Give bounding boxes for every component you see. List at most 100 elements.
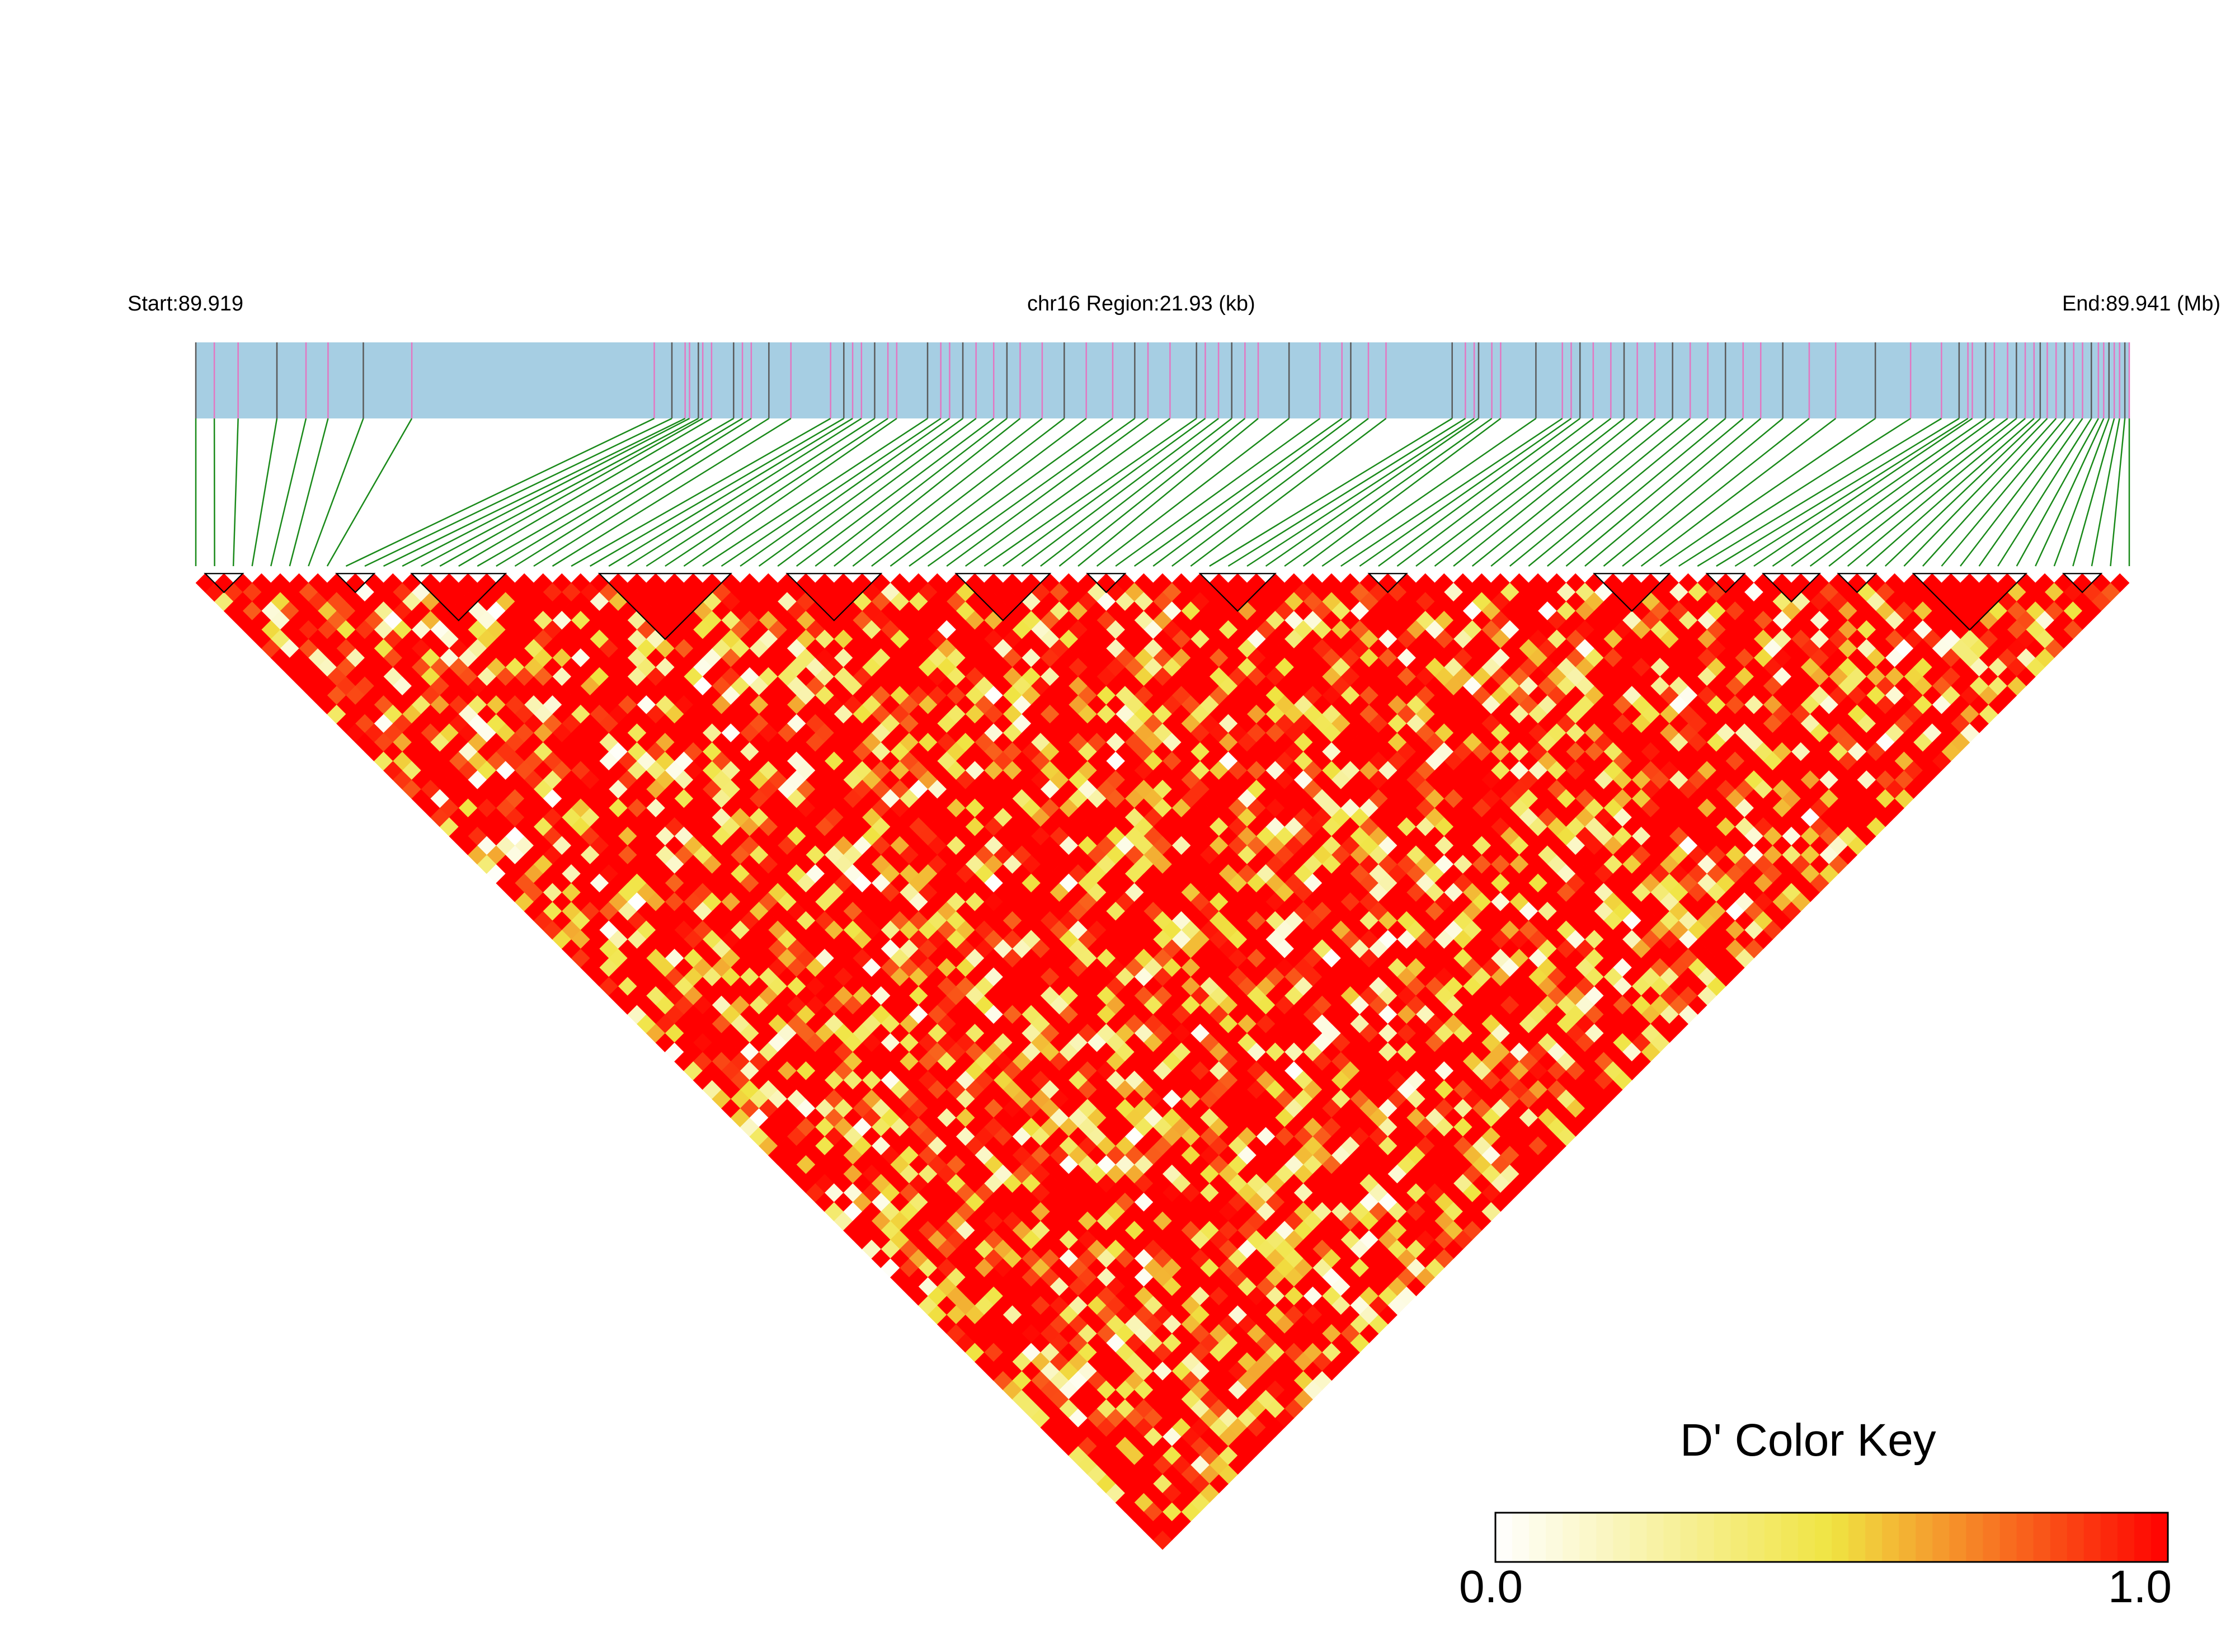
snp-connector [345,417,655,567]
snp-connector [834,418,1021,567]
snp-connector [1321,417,1537,567]
snp-connector [1622,418,1810,567]
snp-connector [1659,417,1876,567]
snp-connector [796,417,994,567]
snp-connector [1847,418,2026,567]
snp-connector [1209,417,1453,567]
snp-connector [533,417,770,567]
snp-connector [496,417,743,567]
snp-connector [2072,418,2115,567]
snp-connector [1359,417,1572,567]
snp-connector [1584,418,1762,567]
snp-connector [665,417,888,567]
snp-connector [1227,417,1466,567]
snp-connector [1978,418,2083,567]
snp-connector [1753,417,1973,567]
snp-connector [308,418,364,567]
snp-connector [589,417,844,567]
snp-connector [646,417,876,567]
snp-connector [1809,417,2008,567]
snp-connector [890,418,1087,567]
snp-connector [852,418,1043,567]
snp-connector [477,417,734,567]
snp-connector [1922,418,2057,567]
snp-connector [1265,417,1479,567]
snp-connector [1378,417,1580,567]
snp-connector-lines [195,417,2130,567]
snp-connector [1828,418,2017,567]
snp-connector [1133,417,1343,567]
snp-connector [1997,418,2092,567]
snp-connector [1190,418,1387,567]
snp-connector [1866,418,2035,567]
snp-connector [421,417,699,567]
snp-connector [1697,417,1942,567]
snp-connector [289,418,329,567]
snp-connector [1490,418,1673,567]
snp-connector [1284,417,1493,567]
snp-connector [927,417,1136,567]
snp-connector [1396,418,1594,567]
snp-connector [1021,418,1219,567]
snp-connector [1734,417,1969,567]
snp-connector [1678,417,1911,567]
snp-position-marks [195,342,2130,418]
snp-connector [2053,418,2110,567]
snp-connector [1058,418,1246,567]
snp-connector [1884,418,2041,567]
snp-connector [1077,418,1259,567]
snp-connector [946,417,1149,567]
snp-connector [1246,417,1475,567]
snp-connector [1547,418,1726,567]
snp-connector [458,417,712,567]
snp-connector [270,418,307,567]
gene-region-bar [196,342,2129,418]
snp-connector [1152,417,1352,567]
snp-connector [1941,418,2065,567]
snp-connector [1772,417,1986,567]
snp-connector [2091,418,2120,567]
snp-connector [1640,418,1836,567]
snp-connector [1003,417,1206,567]
snp-connector [964,417,1171,567]
snp-connector [1603,418,1784,567]
snp-connector [1171,418,1369,567]
snp-connector [777,417,977,567]
snp-connector [552,417,792,567]
snp-connector [1096,418,1290,567]
snp-connector [232,418,239,567]
snp-connector [1716,417,1960,567]
snp-connector [1960,418,2074,567]
snp-connector [364,417,672,567]
snp-connector [2110,418,2126,567]
snp-connector [871,418,1065,567]
snp-connector [1434,418,1625,567]
snp-connector [1565,418,1744,567]
snp-connector [758,417,963,567]
snp-connector [683,417,897,567]
snp-connector [1302,417,1502,567]
snp-connector [326,418,413,567]
snp-connector [1903,418,2048,567]
snp-connector [721,417,942,567]
snp-connector [984,417,1197,567]
snp-connector [1415,418,1612,567]
snp-connector [702,417,928,567]
snp-connector [2035,418,2105,567]
snp-connector [1791,417,1995,567]
snp-connector [1115,417,1321,567]
snp-connector [1528,418,1709,567]
snp-connector [439,417,703,567]
snp-connector [1340,417,1563,567]
snp-connector [1453,418,1638,567]
snp-connector [251,418,278,567]
snp-connector [1509,418,1691,567]
snp-connector [909,417,1113,567]
snp-connector [1040,418,1232,567]
snp-connector [514,417,752,567]
snp-connector [627,417,862,567]
snp-connector [815,418,1008,567]
ld-cells [195,573,2130,1550]
snp-connector [1471,418,1655,567]
